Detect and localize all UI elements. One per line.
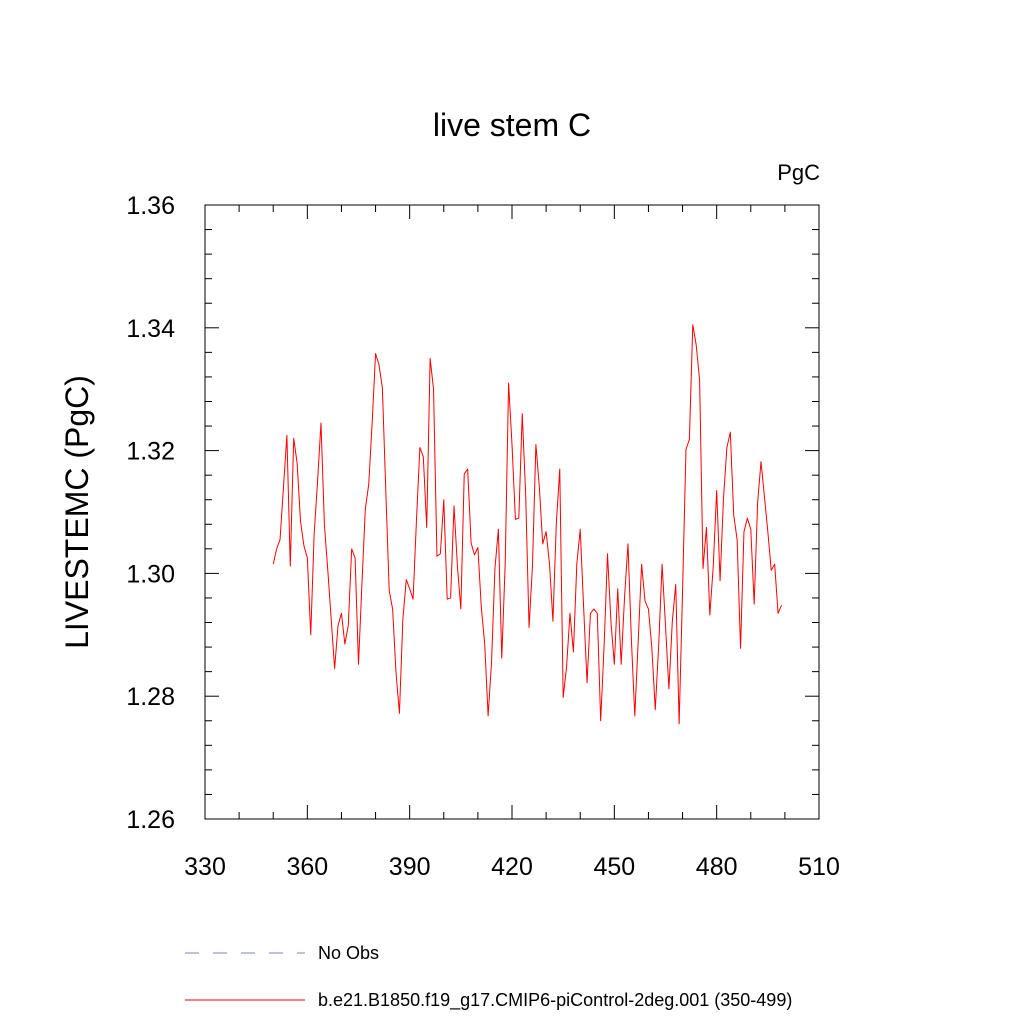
x-tick-label: 420 (491, 853, 533, 881)
x-tick-label: 450 (593, 853, 635, 881)
legend: No Obs b.e21.B1850.f19_g17.CMIP6-piContr… (185, 943, 792, 1011)
axis-ticks: 330 360 390 420 450 480 510 1.26 1.28 1.30 1.32 1.3… (126, 192, 840, 881)
x-tick-label: 330 (184, 853, 226, 881)
legend-label-series: b.e21.B1850.f19_g17.CMIP6-piControl-2deg… (318, 990, 792, 1011)
y-tick-label: 1.28 (126, 683, 175, 711)
x-tick-label: 510 (798, 853, 840, 881)
series-line (272, 324, 782, 725)
chart-title: live stem C (433, 107, 591, 143)
legend-label-no-obs: No Obs (318, 943, 379, 963)
units-label: PgC (777, 160, 820, 185)
plot-frame (204, 204, 820, 820)
y-axis-label: LIVESTEMC (PgC) (59, 375, 95, 649)
y-tick-label: 1.34 (126, 315, 175, 343)
x-tick-label: 390 (389, 853, 431, 881)
y-tick-label: 1.36 (126, 192, 175, 220)
x-tick-label: 480 (696, 853, 738, 881)
y-tick-label: 1.32 (126, 438, 175, 466)
y-tick-label: 1.26 (126, 806, 175, 834)
x-tick-label: 360 (286, 853, 328, 881)
series-layer (272, 324, 782, 725)
y-tick-label: 1.30 (126, 560, 175, 588)
